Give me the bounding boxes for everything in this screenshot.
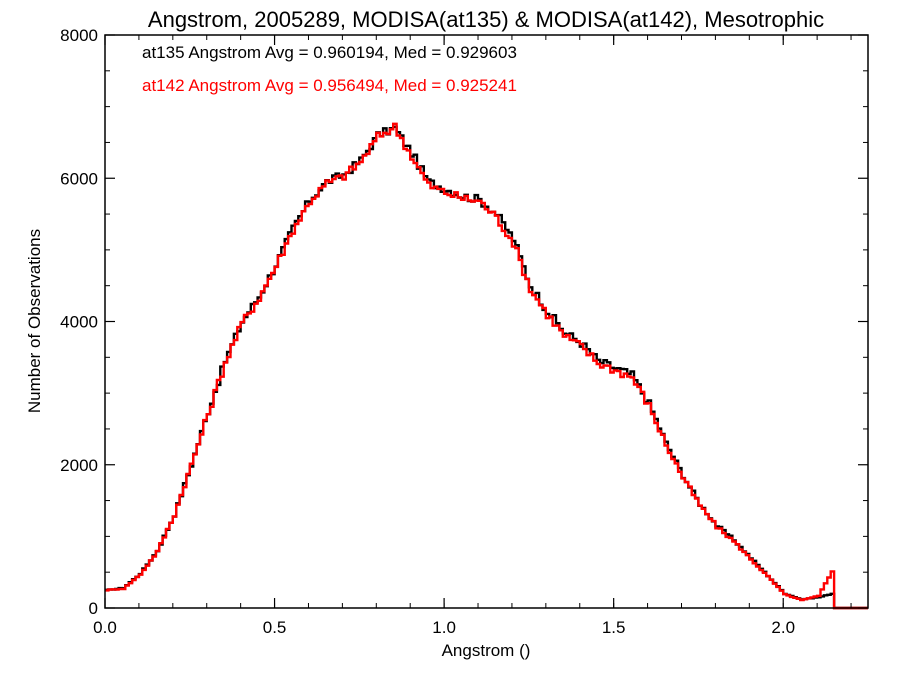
- x-tick-label: 0.5: [263, 618, 287, 637]
- y-tick-label: 0: [89, 599, 98, 618]
- y-tick-label: 8000: [60, 26, 98, 45]
- x-tick-label: 0.0: [93, 618, 117, 637]
- x-axis-label: Angstrom (): [442, 641, 531, 660]
- chart-title: Angstrom, 2005289, MODISA(at135) & MODIS…: [148, 7, 824, 32]
- x-tick-label: 1.5: [602, 618, 626, 637]
- y-axis-label: Number of Observations: [25, 229, 44, 413]
- y-tick-label: 4000: [60, 313, 98, 332]
- y-tick-label: 6000: [60, 169, 98, 188]
- series-line-1: [105, 122, 868, 610]
- legend-entry-at142: at142 Angstrom Avg = 0.956494, Med = 0.9…: [142, 76, 517, 95]
- series-layer: [105, 122, 868, 610]
- x-tick-label: 1.0: [432, 618, 456, 637]
- x-tick-label: 2.0: [771, 618, 795, 637]
- legend-entry-at135: at135 Angstrom Avg = 0.960194, Med = 0.9…: [142, 43, 517, 62]
- axis-ticks: 0.0 0.5 1.0 1.5 2.0 0 2000 4000 6000 8000: [60, 26, 868, 637]
- y-tick-label: 2000: [60, 456, 98, 475]
